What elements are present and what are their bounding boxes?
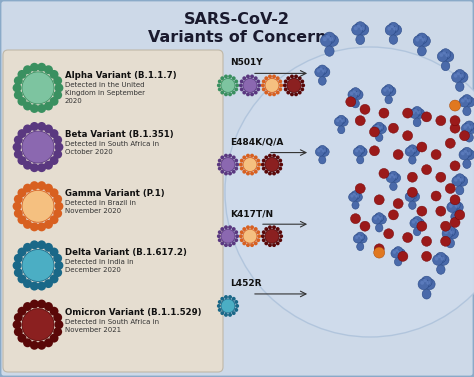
Circle shape: [464, 97, 467, 100]
Circle shape: [235, 83, 239, 87]
Circle shape: [455, 69, 465, 80]
Circle shape: [447, 202, 457, 213]
Circle shape: [268, 225, 272, 229]
Circle shape: [410, 147, 413, 150]
Circle shape: [23, 124, 32, 133]
Circle shape: [276, 227, 280, 231]
Circle shape: [336, 119, 339, 122]
Circle shape: [360, 104, 370, 114]
Circle shape: [393, 175, 396, 178]
Circle shape: [407, 194, 410, 197]
Circle shape: [44, 220, 53, 229]
Circle shape: [239, 83, 243, 87]
Circle shape: [265, 229, 279, 243]
Circle shape: [388, 175, 392, 178]
Circle shape: [44, 124, 53, 133]
Circle shape: [469, 125, 473, 129]
Circle shape: [424, 279, 435, 290]
Circle shape: [240, 87, 244, 91]
Circle shape: [447, 228, 451, 232]
Circle shape: [355, 92, 359, 95]
Circle shape: [18, 188, 27, 197]
Circle shape: [350, 195, 354, 198]
Circle shape: [391, 173, 394, 176]
Circle shape: [257, 162, 261, 167]
Circle shape: [30, 341, 39, 350]
Circle shape: [256, 238, 260, 242]
Circle shape: [360, 26, 364, 30]
Circle shape: [465, 150, 474, 160]
Circle shape: [317, 149, 320, 152]
Ellipse shape: [319, 77, 326, 85]
Circle shape: [319, 67, 323, 70]
Circle shape: [416, 38, 419, 41]
Circle shape: [234, 238, 238, 242]
Text: L452R: L452R: [230, 279, 262, 288]
Circle shape: [419, 35, 422, 39]
Circle shape: [30, 241, 39, 249]
Circle shape: [276, 241, 280, 245]
Circle shape: [444, 230, 448, 234]
Circle shape: [30, 122, 39, 131]
Circle shape: [262, 87, 266, 91]
Circle shape: [353, 90, 363, 100]
Circle shape: [22, 190, 54, 222]
Circle shape: [439, 53, 443, 57]
Circle shape: [55, 143, 64, 152]
Circle shape: [13, 320, 21, 329]
Circle shape: [376, 215, 380, 218]
Circle shape: [14, 150, 23, 159]
Circle shape: [242, 155, 246, 159]
Circle shape: [436, 172, 446, 182]
Circle shape: [461, 123, 472, 133]
Circle shape: [30, 63, 39, 72]
Circle shape: [14, 209, 23, 218]
Circle shape: [243, 158, 257, 172]
Circle shape: [320, 67, 330, 77]
Circle shape: [408, 190, 417, 199]
Circle shape: [433, 255, 443, 265]
Circle shape: [218, 159, 222, 162]
Circle shape: [13, 143, 21, 152]
Circle shape: [53, 327, 62, 336]
Circle shape: [272, 225, 276, 229]
Circle shape: [235, 234, 239, 238]
Ellipse shape: [437, 265, 445, 274]
Circle shape: [338, 117, 342, 120]
Circle shape: [356, 232, 365, 241]
Circle shape: [415, 109, 425, 118]
Circle shape: [379, 217, 382, 220]
Circle shape: [459, 74, 463, 78]
Circle shape: [55, 202, 64, 211]
Circle shape: [221, 158, 235, 172]
Circle shape: [415, 219, 424, 228]
Circle shape: [264, 170, 268, 174]
Circle shape: [246, 154, 250, 158]
Circle shape: [276, 155, 280, 159]
Circle shape: [53, 150, 62, 159]
Circle shape: [431, 150, 441, 159]
Circle shape: [393, 251, 396, 254]
Circle shape: [466, 123, 470, 127]
Circle shape: [50, 274, 58, 284]
Circle shape: [220, 76, 224, 80]
Circle shape: [13, 83, 21, 92]
Circle shape: [327, 35, 338, 46]
Circle shape: [407, 172, 418, 182]
Circle shape: [224, 75, 228, 78]
Circle shape: [50, 188, 58, 197]
Circle shape: [276, 170, 280, 174]
Circle shape: [37, 341, 46, 350]
Circle shape: [234, 87, 238, 91]
Circle shape: [379, 169, 389, 178]
Circle shape: [318, 65, 327, 75]
Circle shape: [459, 97, 469, 107]
Text: Detected in South Africa in
October 2020: Detected in South Africa in October 2020: [65, 141, 159, 155]
Circle shape: [44, 184, 53, 193]
Circle shape: [23, 279, 32, 288]
Circle shape: [382, 87, 391, 96]
Circle shape: [228, 75, 232, 78]
Circle shape: [417, 206, 427, 216]
Circle shape: [421, 165, 432, 175]
